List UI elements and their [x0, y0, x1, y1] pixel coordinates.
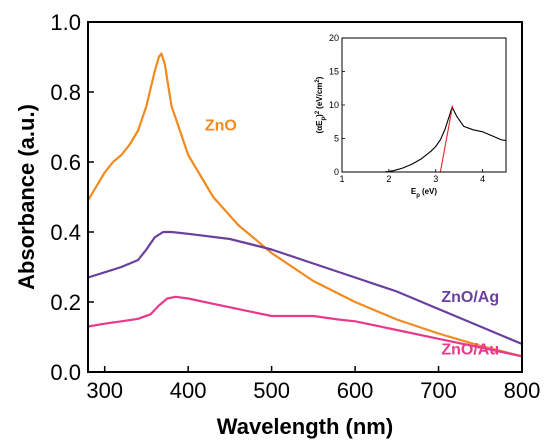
inset-plot: 1 2 3 4 0 5 10 15 20 Ep (eV) (αEp)2(eV/cm2) — [315, 33, 507, 199]
y-axis-title: Absorbance (a.u.) — [14, 104, 39, 290]
inset-x-tick-label: 3 — [433, 174, 438, 184]
y-tick-label: 0.8 — [50, 80, 81, 105]
inset-y-tick-label: 10 — [329, 100, 339, 110]
inset-series-group — [384, 105, 507, 173]
series-label-zno: ZnO — [205, 118, 237, 135]
series-line-zno-ag — [86, 230, 524, 346]
series-line-zno-au — [86, 295, 524, 358]
y-tick-label: 0.4 — [50, 220, 81, 245]
x-tick-label: 700 — [420, 378, 457, 403]
inset-y-tick-label: 20 — [329, 33, 339, 43]
x-tick-label: 300 — [86, 378, 123, 403]
main-series-labels: ZnO ZnO/Ag ZnO/Au — [205, 118, 499, 359]
series-label-zno-au: ZnO/Au — [441, 342, 499, 359]
inset-x-ticks: 1 2 3 4 — [339, 169, 485, 184]
inset-x-tick-label: 4 — [480, 174, 485, 184]
inset-y-tick-label: 0 — [334, 167, 339, 177]
x-tick-label: 600 — [337, 378, 374, 403]
series-line-zno — [86, 52, 524, 358]
main-plot-frame — [87, 21, 523, 373]
y-tick-label: 1.0 — [50, 10, 81, 35]
series-label-zno-ag: ZnO/Ag — [441, 289, 499, 306]
inset-x-axis-title: Ep (eV) — [411, 187, 437, 199]
main-x-ticks: 300 400 500 600 700 800 — [86, 366, 540, 403]
x-tick-label: 800 — [504, 378, 541, 403]
inset-y-ticks: 0 5 10 15 20 — [329, 33, 345, 177]
y-tick-label: 0.6 — [50, 150, 81, 175]
inset-x-tick-label: 1 — [339, 174, 344, 184]
inset-y-axis-title: (αEp)2(eV/cm2) — [315, 76, 327, 133]
inset-x-tick-label: 2 — [386, 174, 391, 184]
y-tick-label: 0.2 — [50, 290, 81, 315]
inset-data-line — [384, 106, 507, 173]
y-tick-label: 0.0 — [50, 360, 81, 385]
x-tick-label: 500 — [253, 378, 290, 403]
inset-y-tick-label: 5 — [334, 134, 339, 144]
inset-y-tick-label: 15 — [329, 67, 339, 77]
inset-fit-line — [439, 105, 454, 173]
x-axis-title: Wavelength (nm) — [217, 414, 393, 439]
main-y-ticks: 0.0 0.2 0.4 0.6 0.8 1.0 — [50, 10, 94, 385]
main-series-group — [86, 52, 524, 358]
x-tick-label: 400 — [170, 378, 207, 403]
inset-background — [342, 38, 506, 172]
